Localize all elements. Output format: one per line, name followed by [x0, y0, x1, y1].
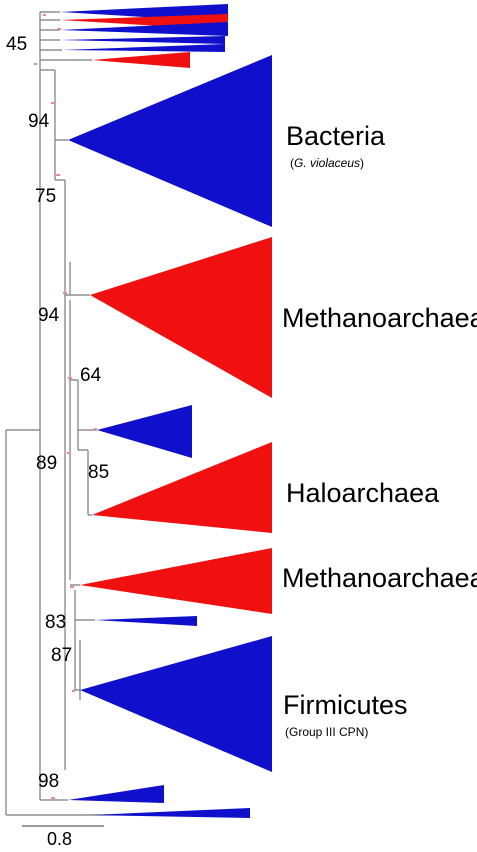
clade-label-methanoarchaea-2: Methanoarchaea	[282, 563, 477, 593]
node-markers	[34, 14, 97, 799]
bootstrap-87: 87	[51, 645, 73, 666]
clade-triangle-haloarchaea	[92, 442, 272, 533]
clade-sublabel-bacteria: (G. violaceus)	[290, 156, 364, 170]
clade-triangle-top-6	[92, 52, 190, 68]
clade-triangle-bacteria	[68, 55, 272, 227]
clade-label-haloarchaea: Haloarchaea	[286, 478, 440, 508]
bootstrap-64: 64	[80, 365, 102, 386]
tree-branches	[5, 11, 250, 816]
clade-triangle-blue-small	[97, 405, 192, 458]
clade-sublabel-firmicutes: (Group III CPN)	[285, 725, 369, 739]
bootstrap-45: 45	[6, 34, 28, 55]
clade-triangle-firmicutes	[80, 636, 272, 772]
clade-label-bacteria: Bacteria	[286, 121, 386, 151]
sublabel-suffix: )	[360, 156, 365, 170]
clade-triangle-top-4	[60, 36, 225, 44]
bootstrap-89: 89	[36, 453, 58, 474]
bootstrap-94-b: 94	[38, 305, 60, 326]
scale-bar-label: 0.8	[47, 829, 73, 849]
clade-triangles	[60, 4, 272, 818]
bootstrap-75: 75	[35, 186, 57, 207]
clade-label-methanoarchaea-1: Methanoarchaea	[282, 303, 477, 333]
bootstrap-83: 83	[45, 612, 67, 633]
sublabel-prefix: (	[290, 156, 294, 170]
bootstrap-98: 98	[38, 771, 60, 792]
sublabel-species: G. violaceus	[294, 156, 361, 170]
bootstrap-94-a: 94	[28, 111, 50, 132]
clade-triangle-blue-thin	[95, 616, 197, 626]
clade-triangle-methanoarchaea-2	[80, 548, 272, 614]
clade-label-firmicutes: Firmicutes	[283, 690, 408, 720]
bootstrap-85: 85	[88, 462, 110, 483]
clade-triangle-top-3	[60, 22, 228, 36]
clade-triangle-methanoarchaea-1	[90, 237, 272, 398]
clade-triangle-bottom-1	[68, 785, 164, 803]
clade-triangle-top-5	[62, 44, 225, 52]
clade-triangle-bottom-2	[90, 808, 250, 818]
